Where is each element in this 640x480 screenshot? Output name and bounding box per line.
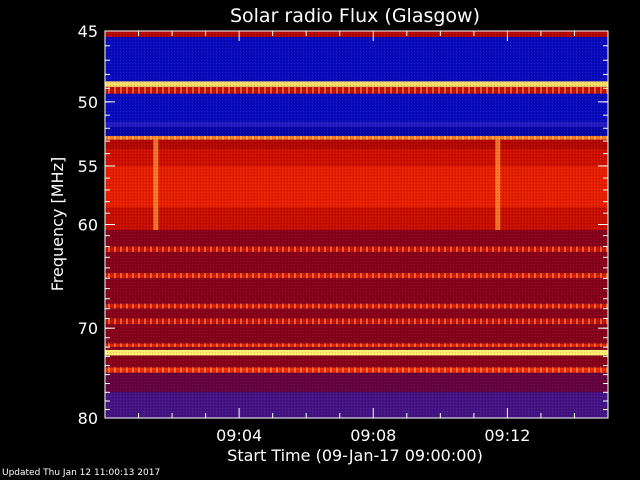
y-axis-label: Frequency [MHz]: [48, 157, 67, 291]
y-tick-label-0: 45: [78, 22, 98, 41]
y-tick-label-5: 80: [78, 409, 98, 428]
chart-title: Solar radio Flux (Glasgow): [230, 5, 480, 27]
x-tick-label-2: 09:12: [484, 426, 530, 445]
y-tick-label-4: 70: [78, 319, 98, 338]
y-tick-label-3: 60: [78, 216, 98, 235]
x-axis: 09:04 09:08 09:12: [104, 31, 609, 445]
y-tick-label-2: 55: [78, 157, 98, 176]
x-tick-label-1: 09:08: [350, 426, 396, 445]
plot-area: [105, 31, 608, 418]
y-tick-label-1: 50: [78, 93, 98, 112]
x-axis-label: Start Time (09-Jan-17 09:00:00): [227, 446, 483, 465]
y-axis: 45 50 55 60 70 80: [78, 22, 608, 428]
noise-texture: [105, 31, 608, 418]
x-tick-label-0: 09:04: [216, 426, 262, 445]
update-timestamp: Updated Thu Jan 12 11:00:13 2017: [2, 468, 161, 478]
